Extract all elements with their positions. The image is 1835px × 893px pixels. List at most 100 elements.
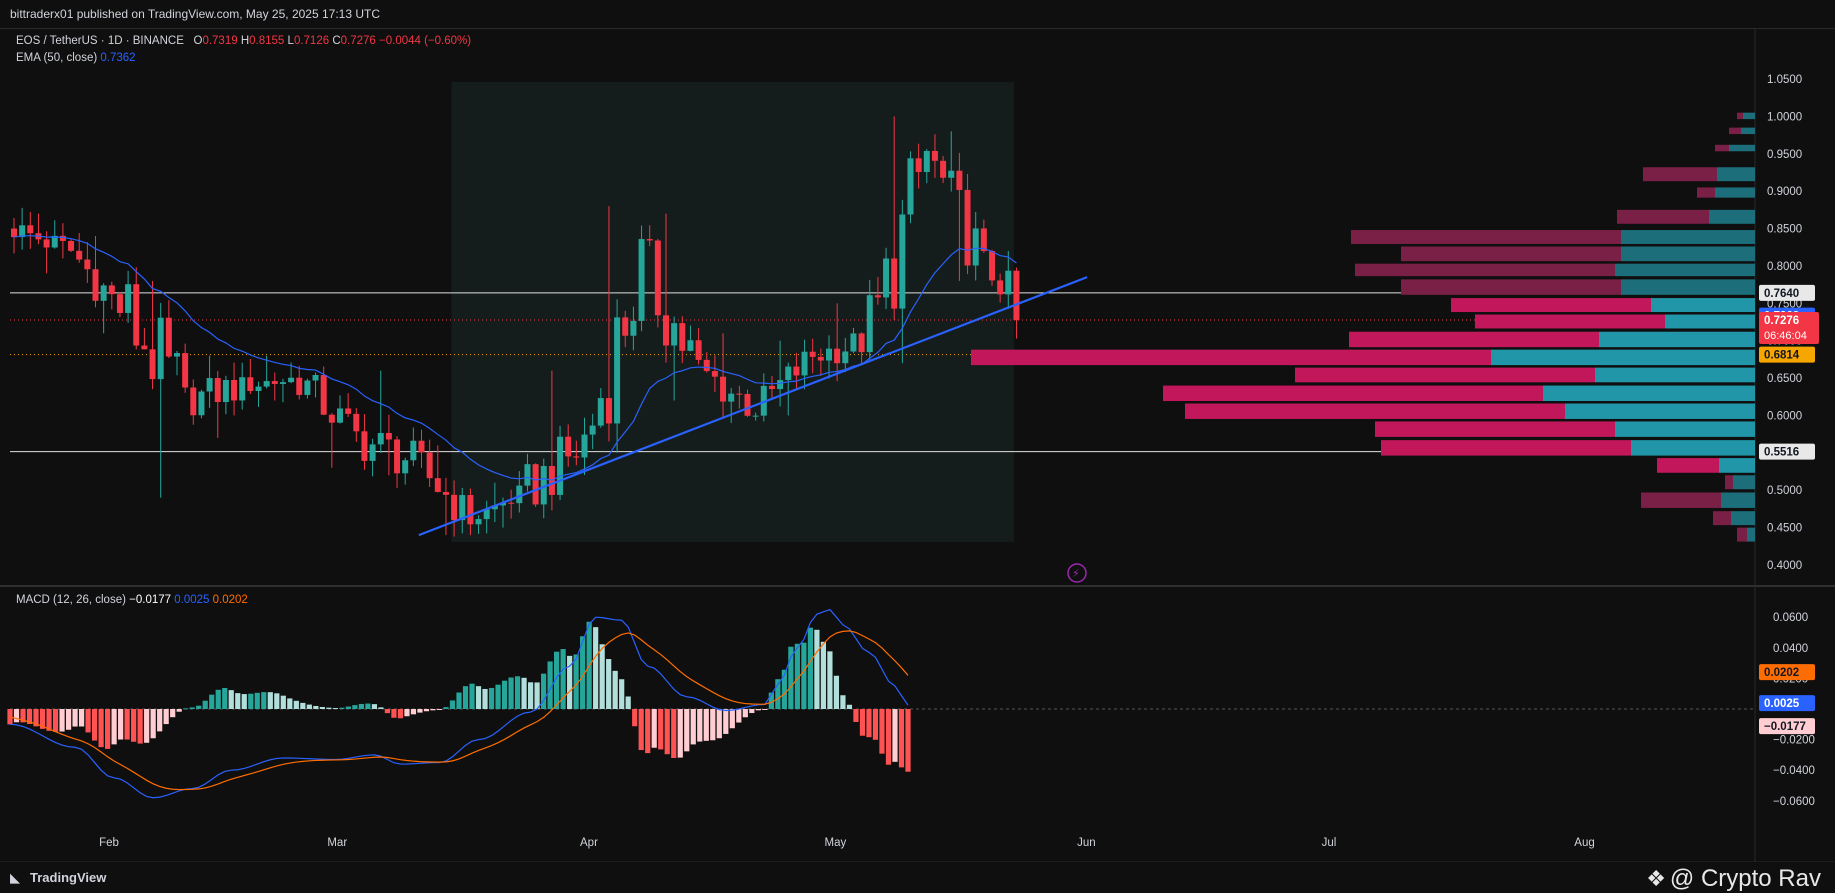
- candle-body: [972, 228, 979, 266]
- macd-histogram-bar: [664, 709, 670, 755]
- candle-body: [92, 269, 99, 301]
- volume-profile-up-bar: [1651, 298, 1755, 313]
- candle-body: [663, 315, 669, 346]
- volume-profile-up-bar: [1717, 167, 1755, 182]
- candle-body: [239, 377, 246, 401]
- candle: [239, 362, 246, 410]
- candle: [687, 325, 694, 352]
- candle-body: [573, 456, 580, 458]
- macd-histogram-bar: [228, 690, 234, 709]
- candle: [679, 316, 686, 364]
- candle: [891, 116, 898, 320]
- macd-histogram-bar: [183, 708, 189, 710]
- volume-profile-down-bar: [1401, 246, 1621, 262]
- macd-histogram-bar: [482, 688, 488, 709]
- candle: [768, 376, 775, 399]
- volume-profile-down-bar: [1163, 385, 1543, 402]
- candle-body: [263, 381, 270, 387]
- badge-countdown: 06:46:04: [1764, 330, 1807, 342]
- candle-body: [720, 376, 727, 402]
- macd-histogram-bar: [866, 709, 872, 738]
- macd-histogram-bar: [124, 709, 130, 740]
- candle: [410, 427, 417, 467]
- macd-histogram-bar: [580, 636, 586, 709]
- candle-body: [679, 323, 686, 351]
- macd-histogram-bar: [345, 706, 351, 709]
- candle-body: [304, 380, 311, 395]
- candle: [695, 328, 702, 365]
- macd-histogram-bar: [677, 709, 683, 758]
- volume-profile-up-bar: [1615, 263, 1755, 277]
- candle: [174, 350, 180, 376]
- macd-histogram-bar: [111, 709, 117, 745]
- candle: [467, 488, 474, 536]
- time-axis-tick: Mar: [327, 837, 347, 849]
- candle: [671, 316, 678, 401]
- candle-body: [557, 436, 564, 495]
- macd-histogram-bar: [306, 704, 312, 709]
- macd-histogram-bar: [658, 709, 664, 750]
- candle: [361, 414, 368, 470]
- macd-histogram-bar: [755, 709, 761, 711]
- macd-histogram-bar: [723, 709, 729, 734]
- volume-profile-up-bar: [1491, 349, 1755, 366]
- candle: [638, 225, 645, 332]
- candle: [785, 362, 792, 416]
- candle: [459, 487, 466, 534]
- candle: [27, 211, 34, 249]
- candle-body: [711, 371, 718, 377]
- candle-body: [19, 225, 26, 238]
- macd-signal-value: 0.0202: [212, 594, 248, 606]
- macd-histogram-bar: [410, 709, 417, 715]
- candle: [923, 149, 930, 184]
- macd-histogram-bar: [527, 682, 534, 709]
- volume-profile-up-bar: [1719, 458, 1755, 473]
- macd-histogram-bar: [749, 709, 755, 714]
- candle: [826, 335, 832, 379]
- candle: [931, 134, 938, 178]
- candle-body: [296, 377, 303, 395]
- candle: [597, 388, 604, 428]
- volume-profile-down-bar: [1351, 230, 1621, 244]
- trendline: [418, 276, 1088, 537]
- macd-histogram-bar: [157, 709, 163, 732]
- candle: [125, 270, 132, 323]
- macd-histogram-bar: [612, 670, 618, 709]
- candle-body: [288, 377, 295, 383]
- candle-body: [377, 432, 384, 445]
- candle: [972, 211, 979, 281]
- tradingview-logo[interactable]: ◣ TradingView: [10, 870, 107, 885]
- candle: [964, 174, 971, 275]
- candle: [165, 300, 172, 359]
- macd-histogram-bar: [7, 709, 13, 725]
- candle-body: [312, 375, 319, 381]
- candle: [59, 223, 66, 259]
- candle: [858, 332, 865, 365]
- macd-histogram-bar: [554, 651, 560, 709]
- candle: [801, 339, 808, 390]
- candle-body: [703, 359, 710, 372]
- macd-axis-tick: −0.0600: [1773, 796, 1815, 808]
- volume-profile-down-bar: [1697, 187, 1715, 198]
- ema-label: EMA (50, close): [16, 52, 98, 64]
- macd-histogram-bar: [840, 695, 846, 709]
- candle: [614, 299, 621, 453]
- price-axis-tick: 1.0000: [1767, 111, 1802, 123]
- macd-histogram-bar: [501, 680, 508, 709]
- candle-body: [157, 317, 164, 380]
- candle: [116, 291, 123, 318]
- macd-histogram-bar: [144, 709, 150, 743]
- candle: [646, 225, 653, 247]
- candle: [524, 453, 531, 492]
- candle: [605, 206, 612, 442]
- candle: [11, 218, 17, 254]
- price-axis-tick: 0.7500: [1767, 298, 1802, 310]
- candle: [540, 458, 547, 519]
- candle-body: [271, 381, 278, 384]
- macd-histogram-bar: [788, 646, 794, 709]
- candle-body: [915, 158, 922, 172]
- macd-histogram-bar: [540, 673, 547, 709]
- macd-histogram-bar: [651, 709, 657, 748]
- candle-body: [940, 160, 947, 178]
